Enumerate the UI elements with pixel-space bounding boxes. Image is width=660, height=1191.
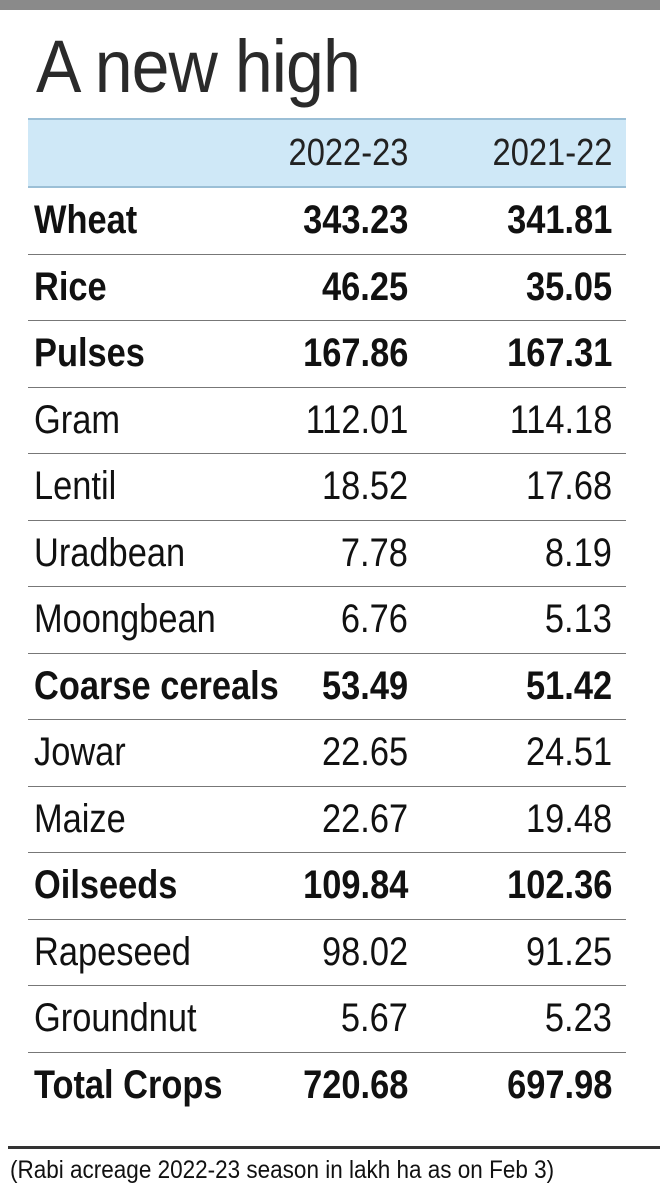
value-2021-22: 91.25 — [525, 929, 612, 974]
bottom-rule — [8, 1146, 660, 1149]
table-row: Lentil 18.52 17.68 — [28, 454, 626, 521]
value-2022-23: 98.02 — [321, 929, 408, 974]
table-row: Wheat 343.23 341.81 — [28, 188, 626, 255]
column-header-2022-23: 2022-23 — [288, 131, 408, 174]
table-row: Groundnut 5.67 5.23 — [28, 986, 626, 1053]
value-2022-23: 18.52 — [321, 464, 408, 509]
value-2022-23: 720.68 — [302, 1063, 408, 1108]
table-body: Wheat 343.23 341.81 Rice 46.25 35.05 Pulses 167… — [28, 188, 626, 1119]
value-2021-22: 341.81 — [506, 198, 612, 243]
table-header-row: 2022-23 2021-22 — [28, 118, 626, 188]
value-2022-23: 53.49 — [321, 663, 408, 708]
value-2022-23: 22.67 — [321, 796, 408, 841]
value-2021-22: 17.68 — [525, 464, 612, 509]
value-2021-22: 167.31 — [506, 331, 612, 376]
row-label: Maize — [34, 796, 126, 841]
value-2021-22: 51.42 — [525, 663, 612, 708]
value-2022-23: 343.23 — [302, 198, 408, 243]
row-label: Rapeseed — [34, 929, 191, 974]
row-label: Rice — [34, 264, 107, 309]
value-2021-22: 19.48 — [525, 796, 612, 841]
value-2021-22: 24.51 — [525, 730, 612, 775]
row-label: Moongbean — [34, 597, 216, 642]
value-2021-22: 5.13 — [545, 597, 612, 642]
value-2021-22: 697.98 — [506, 1063, 612, 1108]
chart-title: A new high — [36, 25, 361, 108]
row-label: Lentil — [34, 464, 117, 509]
table-row: Rice 46.25 35.05 — [28, 255, 626, 321]
value-2022-23: 109.84 — [302, 863, 408, 908]
table-row: Moongbean 6.76 5.13 — [28, 587, 626, 654]
row-label: Oilseeds — [34, 863, 178, 908]
value-2022-23: 7.78 — [341, 530, 408, 575]
table-row: Rapeseed 98.02 91.25 — [28, 920, 626, 986]
table-row: Gram 112.01 114.18 — [28, 388, 626, 454]
value-2022-23: 22.65 — [321, 730, 408, 775]
row-label: Gram — [34, 397, 120, 442]
table-row: Maize 22.67 19.48 — [28, 787, 626, 853]
row-label: Wheat — [34, 198, 138, 243]
table-row: Uradbean 7.78 8.19 — [28, 521, 626, 587]
table-row: Jowar 22.65 24.51 — [28, 720, 626, 787]
value-2021-22: 8.19 — [545, 530, 612, 575]
value-2022-23: 46.25 — [321, 264, 408, 309]
table-row: Total Crops 720.68 697.98 — [28, 1053, 626, 1120]
table-row: Pulses 167.86 167.31 — [28, 321, 626, 388]
column-header-2021-22: 2021-22 — [492, 131, 612, 174]
value-2021-22: 114.18 — [509, 397, 612, 442]
row-label: Pulses — [34, 331, 145, 376]
row-label: Coarse cereals — [34, 663, 279, 708]
value-2021-22: 5.23 — [545, 996, 612, 1041]
data-table: 2022-23 2021-22 Wheat 343.23 341.81 Rice 46.… — [28, 118, 626, 1119]
value-2021-22: 102.36 — [506, 863, 612, 908]
row-label: Uradbean — [34, 530, 186, 575]
value-2022-23: 112.01 — [305, 397, 408, 442]
value-2021-22: 35.05 — [525, 264, 612, 309]
table-row: Coarse cereals 53.49 51.42 — [28, 654, 626, 720]
row-label: Jowar — [34, 730, 126, 775]
top-bar — [0, 0, 660, 10]
row-label: Groundnut — [34, 996, 197, 1041]
row-label: Total Crops — [34, 1063, 223, 1108]
footnote: (Rabi acreage 2022-23 season in lakh ha … — [10, 1156, 555, 1184]
value-2022-23: 5.67 — [341, 996, 408, 1041]
value-2022-23: 167.86 — [302, 331, 408, 376]
table-row: Oilseeds 109.84 102.36 — [28, 853, 626, 920]
value-2022-23: 6.76 — [341, 597, 408, 642]
